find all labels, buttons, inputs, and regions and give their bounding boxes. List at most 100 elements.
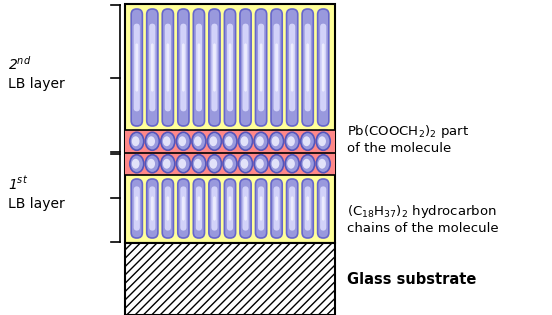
Ellipse shape [145,132,160,150]
Ellipse shape [302,159,310,169]
FancyBboxPatch shape [227,24,233,112]
FancyBboxPatch shape [229,196,231,221]
FancyBboxPatch shape [225,9,236,126]
Ellipse shape [225,136,233,146]
FancyBboxPatch shape [240,179,251,238]
Ellipse shape [163,136,171,146]
FancyBboxPatch shape [244,196,247,221]
Ellipse shape [223,155,237,173]
FancyBboxPatch shape [164,186,171,231]
FancyBboxPatch shape [322,43,325,92]
FancyBboxPatch shape [225,179,236,238]
FancyBboxPatch shape [258,24,264,112]
FancyBboxPatch shape [134,186,140,231]
Ellipse shape [194,136,201,146]
FancyBboxPatch shape [147,179,158,238]
Text: 1$^{st}$: 1$^{st}$ [8,175,28,192]
Ellipse shape [256,159,264,169]
FancyBboxPatch shape [286,9,298,126]
FancyBboxPatch shape [131,179,142,238]
Ellipse shape [132,159,140,169]
Ellipse shape [238,132,252,150]
Ellipse shape [301,155,315,173]
Ellipse shape [178,136,186,146]
Ellipse shape [272,159,279,169]
FancyBboxPatch shape [302,9,314,126]
Ellipse shape [147,159,155,169]
Text: Glass substrate: Glass substrate [347,272,476,287]
Ellipse shape [316,155,330,173]
Ellipse shape [208,132,221,150]
FancyBboxPatch shape [211,186,217,231]
Ellipse shape [256,136,264,146]
Ellipse shape [302,136,310,146]
Text: Pb(COOCH$_2$)$_2$ part
of the molecule: Pb(COOCH$_2$)$_2$ part of the molecule [347,123,469,155]
Ellipse shape [161,155,175,173]
FancyBboxPatch shape [306,196,309,221]
Ellipse shape [210,159,217,169]
FancyBboxPatch shape [259,196,262,221]
FancyBboxPatch shape [322,196,325,221]
FancyBboxPatch shape [134,24,140,112]
FancyBboxPatch shape [209,9,220,126]
FancyBboxPatch shape [317,179,329,238]
Ellipse shape [287,159,295,169]
FancyBboxPatch shape [131,9,142,126]
FancyBboxPatch shape [242,186,248,231]
Ellipse shape [269,155,284,173]
FancyBboxPatch shape [289,186,295,231]
Ellipse shape [269,132,284,150]
FancyBboxPatch shape [196,186,202,231]
Ellipse shape [163,159,171,169]
FancyBboxPatch shape [227,186,233,231]
Ellipse shape [192,132,206,150]
Ellipse shape [319,136,326,146]
Ellipse shape [301,132,315,150]
FancyBboxPatch shape [181,186,187,231]
FancyBboxPatch shape [149,24,155,112]
FancyBboxPatch shape [258,186,264,231]
FancyBboxPatch shape [181,24,187,112]
FancyBboxPatch shape [256,179,267,238]
Ellipse shape [254,155,268,173]
Ellipse shape [194,159,201,169]
FancyBboxPatch shape [305,186,311,231]
Ellipse shape [145,155,160,173]
FancyBboxPatch shape [306,43,309,92]
Ellipse shape [285,155,299,173]
FancyBboxPatch shape [256,9,267,126]
FancyBboxPatch shape [193,179,205,238]
FancyBboxPatch shape [213,43,216,92]
Ellipse shape [147,136,155,146]
FancyBboxPatch shape [320,24,326,112]
FancyBboxPatch shape [274,186,280,231]
Text: LB layer: LB layer [8,197,65,211]
FancyBboxPatch shape [242,24,248,112]
FancyBboxPatch shape [275,43,278,92]
FancyBboxPatch shape [193,9,205,126]
FancyBboxPatch shape [259,43,262,92]
FancyBboxPatch shape [167,43,169,92]
Ellipse shape [319,159,326,169]
Ellipse shape [285,132,299,150]
FancyBboxPatch shape [151,196,153,221]
FancyBboxPatch shape [182,196,185,221]
FancyBboxPatch shape [213,196,216,221]
Bar [125,130,335,175]
Ellipse shape [225,159,233,169]
Bar [125,243,335,315]
FancyBboxPatch shape [209,179,220,238]
Ellipse shape [241,159,248,169]
FancyBboxPatch shape [211,24,217,112]
Ellipse shape [223,132,237,150]
FancyBboxPatch shape [286,179,298,238]
FancyBboxPatch shape [302,179,314,238]
FancyBboxPatch shape [198,43,200,92]
FancyBboxPatch shape [289,24,295,112]
Ellipse shape [177,155,190,173]
FancyBboxPatch shape [240,9,251,126]
Ellipse shape [208,155,221,173]
Ellipse shape [238,155,252,173]
FancyBboxPatch shape [162,179,173,238]
FancyBboxPatch shape [151,43,153,92]
